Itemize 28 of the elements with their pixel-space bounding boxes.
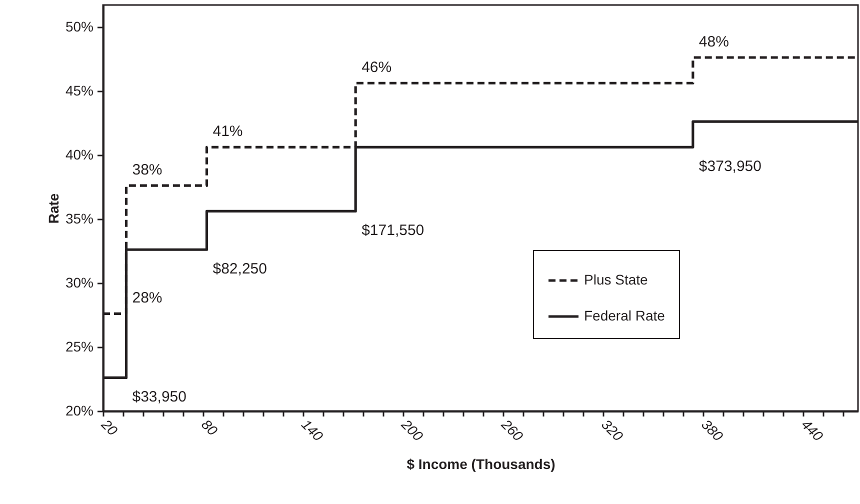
x-tick-label: 380	[698, 416, 727, 444]
y-tick-label: 40%	[65, 146, 94, 162]
annotation: 38%	[132, 162, 162, 179]
legend-label: Plus State	[584, 272, 648, 288]
annotation: $33,950	[132, 388, 186, 406]
annotation: 28%	[132, 290, 162, 307]
x-axis-title: $ Income (Thousands)	[406, 456, 556, 472]
x-tick-label: 260	[498, 415, 527, 444]
y-tick-label: 50%	[65, 18, 94, 34]
annotation: 41%	[212, 123, 243, 140]
y-tick-label: 45%	[65, 82, 94, 98]
legend-label: Federal Rate	[584, 308, 666, 324]
annotation: $171,550	[362, 222, 424, 240]
annotation: $373,950	[698, 158, 762, 176]
y-axis-title: Rate	[45, 193, 62, 224]
x-tick-label: 440	[798, 416, 827, 444]
y-tick-label: 20%	[65, 402, 94, 418]
y-tick-label: 25%	[65, 338, 94, 354]
x-tick-label: 200	[398, 415, 427, 444]
annotation: 46%	[362, 59, 392, 76]
x-tick-label: 140	[298, 416, 327, 444]
y-tick-label: 35%	[65, 210, 94, 226]
x-tick-label: 20	[98, 415, 122, 439]
annotation: $82,250	[212, 260, 267, 278]
annotation: 48%	[698, 34, 729, 51]
x-tick-label: 80	[198, 416, 222, 439]
x-tick-label: 320	[598, 416, 627, 444]
y-tick-label: 30%	[65, 274, 94, 290]
